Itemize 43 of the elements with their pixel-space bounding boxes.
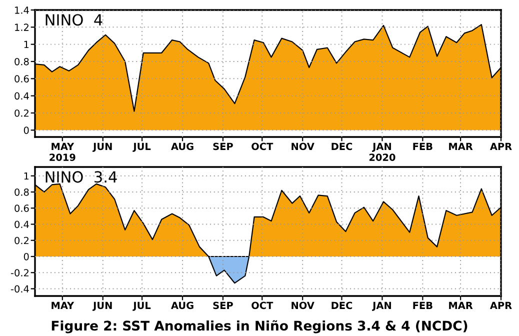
x-tick-label: JUN: [92, 302, 112, 311]
caption: Figure 2: SST Anomalies in Niño Regions 3.4 & 4 (NCDC): [52, 320, 468, 334]
x-tick-label: JUN: [92, 142, 112, 152]
y-tick-label: 0.4: [14, 92, 29, 100]
x-tick-label: JAN 2020: [369, 142, 396, 161]
x-tick-label: OCT: [252, 142, 274, 150]
y-tick-label: -0.4: [10, 285, 29, 293]
x-tick-label: MAR: [449, 142, 473, 150]
x-tick-label: APR: [490, 302, 512, 309]
x-tick-label: DEC: [332, 302, 352, 310]
y-tick-label: 0: [24, 252, 29, 260]
y-tick-label: 1: [24, 40, 29, 48]
y-tick-label: 1.2: [15, 24, 28, 31]
y-tick-label: 0.8: [14, 188, 29, 196]
x-tick-label: AUG: [171, 302, 194, 310]
x-tick-label: MAY 2019: [50, 142, 76, 161]
y-tick-label: 0.6: [14, 75, 29, 82]
x-tick-label: JAN: [372, 302, 391, 311]
x-tick-label: MAY: [52, 302, 74, 309]
x-tick-label: FEB: [413, 302, 432, 309]
x-tick-label: FEB: [413, 142, 432, 150]
y-tick-label: 0.2: [14, 109, 28, 117]
x-tick-label: JUL: [132, 302, 151, 311]
x-tick-label: NOV: [292, 302, 314, 310]
x-tick-label: JUL: [132, 142, 151, 152]
y-tick-label: 0.4: [14, 220, 29, 228]
x-tick-label: AUG: [171, 142, 194, 150]
x-tick-label: DEC: [332, 142, 352, 150]
x-tick-label: APR: [490, 142, 512, 150]
y-tick-label: 0.8: [14, 58, 29, 66]
y-tick-label: 0.2: [14, 236, 28, 244]
x-tick-label: NOV: [292, 142, 314, 150]
y-tick-label: 0: [24, 126, 29, 134]
x-tick-label: OCT: [252, 302, 274, 310]
y-tick-label: 1: [24, 172, 29, 180]
y-tick-label: -0.2: [10, 269, 28, 276]
x-tick-label: SEP: [213, 142, 233, 150]
y-tick-label: 0.6: [14, 204, 29, 212]
x-tick-label: SEP: [213, 302, 233, 310]
x-tick-label: MAR: [449, 302, 473, 309]
chart-title: NINO 3.4: [46, 171, 117, 183]
chart-title: NINO 4: [46, 14, 102, 26]
y-tick-label: 1.4: [15, 6, 29, 14]
